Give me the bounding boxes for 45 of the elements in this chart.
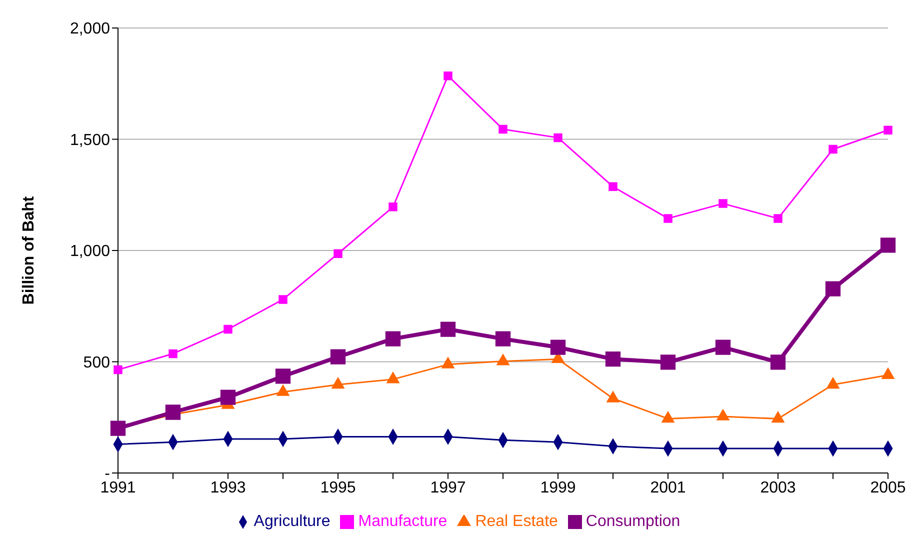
point (550, 340, 566, 355)
legend-label: Agriculture (254, 513, 330, 530)
point (660, 354, 676, 370)
point (884, 126, 892, 134)
y-tick-label: 1,500 (70, 132, 110, 149)
point (220, 390, 236, 405)
x-tick-label: 2005 (870, 479, 906, 496)
point (388, 202, 398, 212)
point (110, 420, 126, 436)
point (440, 322, 456, 337)
point (774, 214, 782, 223)
x-tick-label: 2001 (650, 479, 686, 496)
point (605, 352, 621, 367)
point (828, 144, 838, 154)
legend-label: Manufacture (358, 513, 448, 530)
point (715, 340, 731, 355)
point (718, 199, 728, 208)
x-tick-label: 1995 (320, 479, 356, 496)
point (330, 349, 346, 364)
point (664, 214, 672, 223)
point (224, 324, 232, 334)
y-tick-label: 500 (83, 354, 110, 372)
point (825, 281, 841, 296)
y-axis-title: Billion of Baht (20, 196, 38, 305)
point (495, 331, 511, 346)
y-tick-label: 1,000 (70, 243, 110, 260)
point (554, 133, 562, 142)
x-tick-label: 1997 (430, 479, 466, 496)
legend-label: Consumption (586, 513, 680, 530)
point (334, 249, 342, 258)
y-tick-label: 2,000 (70, 20, 110, 38)
point (168, 349, 178, 358)
point (278, 295, 288, 304)
legend-label: Real Estate (475, 513, 558, 530)
x-tick-label: 1993 (210, 479, 246, 496)
point (275, 368, 291, 384)
x-tick-label: 1999 (540, 479, 576, 496)
point (608, 182, 618, 192)
point (880, 238, 896, 253)
x-tick-label: 2003 (760, 479, 796, 496)
point (770, 354, 786, 370)
point (114, 365, 122, 374)
point (385, 331, 401, 346)
point (444, 71, 452, 80)
point (498, 124, 508, 134)
